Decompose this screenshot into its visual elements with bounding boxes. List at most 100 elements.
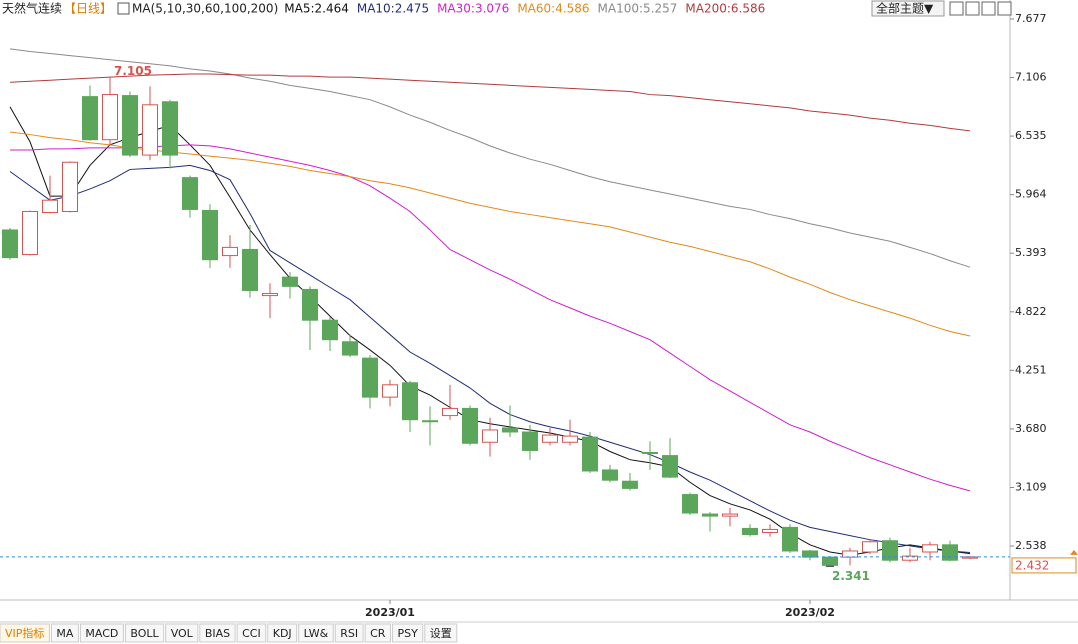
tab-label[interactable]: VIP指标	[5, 626, 44, 640]
tab-bg[interactable]	[267, 623, 298, 643]
candle-body	[582, 436, 598, 472]
indicator: MA(5,10,30,60,100,200)	[132, 2, 278, 16]
ma-line	[9, 73, 971, 132]
candle-body	[202, 209, 218, 261]
tool-icon[interactable]	[949, 1, 964, 16]
tool-icon[interactable]	[981, 1, 996, 16]
tab-label[interactable]: BOLL	[130, 627, 159, 640]
candle-body	[362, 357, 378, 398]
candle-body	[922, 544, 938, 553]
tab[interactable]: BIAS	[199, 623, 236, 643]
theme-label[interactable]: 全部主题▼	[876, 1, 934, 16]
tool-icon[interactable]	[965, 1, 980, 16]
candle-body	[842, 550, 858, 558]
tab[interactable]: CCI	[236, 623, 267, 643]
y-tick-label: 2.538	[1015, 539, 1047, 552]
candle-body	[62, 161, 78, 212]
legend-entry: MA30:3.076	[437, 2, 509, 16]
tab[interactable]: PSY	[391, 623, 424, 643]
tab-bg[interactable]	[199, 623, 236, 643]
period: 【日线】	[64, 2, 112, 16]
y-tick-label: 3.680	[1015, 422, 1047, 435]
tab[interactable]: LW&	[298, 623, 334, 643]
candle-body	[962, 556, 978, 559]
candle-body	[742, 527, 758, 536]
tab[interactable]: VIP指标	[0, 623, 50, 643]
candle-body	[222, 246, 238, 257]
tab-bg[interactable]	[364, 623, 391, 643]
tab-bg[interactable]	[334, 623, 364, 643]
tab-bg[interactable]	[79, 623, 124, 643]
tab[interactable]: VOL	[165, 623, 199, 643]
candle-body	[802, 550, 818, 558]
tab-bg[interactable]	[50, 623, 79, 643]
tab-bg[interactable]	[298, 623, 334, 643]
candle-body	[862, 541, 878, 553]
candle-body	[682, 494, 698, 514]
tab-bg[interactable]	[0, 623, 50, 643]
x-tick-label: 2023/02	[785, 606, 835, 619]
tab-bg[interactable]	[424, 623, 458, 643]
candle-body	[302, 288, 318, 321]
y-tick-label: 5.393	[1015, 246, 1047, 259]
y-tick-label: 7.106	[1015, 71, 1047, 84]
low-label: 2.341	[832, 569, 870, 583]
ma-line	[9, 48, 971, 268]
candle-body	[522, 431, 538, 451]
candle-body	[82, 96, 98, 141]
candle-body	[722, 513, 738, 517]
tab[interactable]: RSI	[334, 623, 364, 643]
high-label: 7.105	[114, 64, 152, 78]
candle-body	[822, 556, 838, 566]
candle-body	[162, 101, 178, 156]
tab[interactable]: 设置	[424, 623, 458, 643]
candle-body	[2, 229, 18, 259]
candle-body	[902, 555, 918, 561]
tab[interactable]: BOLL	[124, 623, 165, 643]
candle-body	[142, 104, 158, 156]
tool-icon[interactable]	[997, 1, 1012, 16]
candle-body	[942, 544, 958, 561]
tab[interactable]: CR	[364, 623, 391, 643]
y-tick-label: 5.964	[1015, 188, 1047, 201]
candle-body	[182, 177, 198, 210]
tab-label[interactable]: CCI	[242, 627, 261, 640]
candle-body	[882, 540, 898, 561]
tab-label[interactable]: BIAS	[205, 627, 230, 640]
last-price-label: 2.432	[1015, 558, 1049, 572]
tab-bg[interactable]	[236, 623, 267, 643]
candle-body	[102, 94, 118, 141]
tab-label[interactable]: KDJ	[273, 627, 292, 640]
chart-title: 天然气连续	[2, 1, 62, 16]
tab-bg[interactable]	[391, 623, 424, 643]
candle-body	[322, 319, 338, 341]
tab-label[interactable]: PSY	[397, 627, 418, 640]
candle-body	[642, 452, 658, 455]
tab-label[interactable]: MACD	[85, 627, 118, 640]
tab-label[interactable]: LW&	[304, 627, 329, 640]
y-tick-label: 4.822	[1015, 305, 1047, 318]
toolbar: 全部主题▼	[871, 0, 1012, 17]
candle-body	[502, 427, 518, 433]
tab-label[interactable]: MA	[56, 627, 73, 640]
last-price-box	[1011, 557, 1077, 574]
legend-entry: MA100:5.257	[598, 2, 678, 16]
candle-body	[282, 276, 298, 287]
legend-entry: MA10:2.475	[357, 2, 429, 16]
candle-body	[262, 293, 278, 297]
tab-label[interactable]: RSI	[340, 627, 358, 640]
tab[interactable]: MA	[50, 623, 79, 643]
tab-label[interactable]: VOL	[171, 627, 194, 640]
tab-label[interactable]: 设置	[430, 627, 452, 640]
tab-bg[interactable]	[165, 623, 199, 643]
candle-body	[542, 434, 558, 443]
x-tick-label: 2023/01	[365, 606, 415, 619]
candle-body	[622, 480, 638, 489]
tab-bg[interactable]	[124, 623, 165, 643]
tab-label[interactable]: CR	[370, 627, 386, 640]
tab[interactable]: KDJ	[267, 623, 298, 643]
tab[interactable]: MACD	[79, 623, 124, 643]
y-tick-label: 3.109	[1015, 480, 1047, 493]
theme-button[interactable]	[871, 0, 945, 17]
